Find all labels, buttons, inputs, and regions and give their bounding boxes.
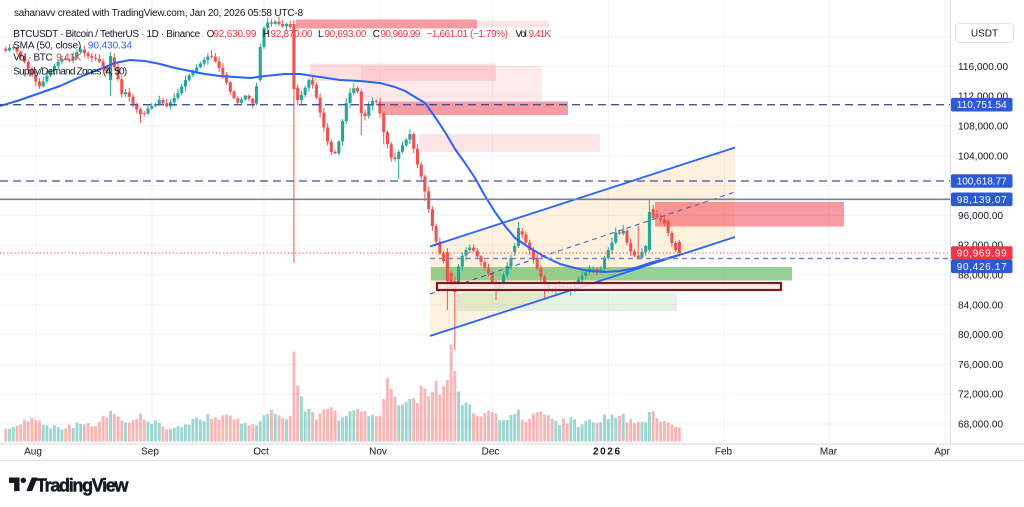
svg-text:USDT: USDT — [971, 29, 998, 40]
svg-text:108,000.00: 108,000.00 — [958, 122, 1008, 133]
svg-text:72,000.00: 72,000.00 — [958, 390, 1003, 401]
svg-text:9.41K: 9.41K — [529, 29, 552, 40]
svg-text:116,000.00: 116,000.00 — [958, 62, 1008, 73]
svg-text:Sep: Sep — [141, 447, 159, 458]
svg-text:C: C — [373, 29, 380, 40]
svg-text:Mar: Mar — [820, 447, 838, 458]
svg-text:−1,661.01 (−1.79%): −1,661.01 (−1.79%) — [427, 29, 509, 40]
svg-text:Nov: Nov — [369, 447, 387, 458]
svg-text:76,000.00: 76,000.00 — [958, 360, 1003, 371]
svg-text:104,000.00: 104,000.00 — [958, 151, 1008, 162]
svg-text:2026: 2026 — [593, 447, 620, 458]
svg-text:90,693.00: 90,693.00 — [324, 29, 366, 40]
svg-text:L: L — [318, 29, 324, 40]
svg-text:O: O — [207, 29, 215, 40]
svg-text:88,000.00: 88,000.00 — [958, 271, 1003, 282]
svg-text:9.41K: 9.41K — [56, 53, 81, 64]
svg-text:Vol · BTC: Vol · BTC — [13, 53, 53, 64]
svg-text:SMA (50, close): SMA (50, close) — [13, 41, 81, 52]
svg-text:112,000.00: 112,000.00 — [958, 92, 1008, 103]
svg-text:98,139.07: 98,139.07 — [957, 195, 1007, 206]
svg-text:H: H — [263, 29, 270, 40]
svg-text:TradingView: TradingView — [36, 475, 129, 495]
svg-text:68,000.00: 68,000.00 — [958, 420, 1003, 431]
svg-text:BTCUSDT · Bitcoin / TetherUS ·: BTCUSDT · Bitcoin / TetherUS · 1D · Bina… — [13, 29, 200, 40]
svg-text:90,969.99: 90,969.99 — [957, 249, 1007, 260]
svg-text:Feb: Feb — [715, 447, 733, 458]
svg-text:sahanavv created with TradingV: sahanavv created with TradingView.com, J… — [14, 8, 303, 19]
svg-text:Supply/Demand Zones (4, 50): Supply/Demand Zones (4, 50) — [13, 66, 127, 77]
svg-text:96,000.00: 96,000.00 — [958, 211, 1003, 222]
svg-text:100,618.77: 100,618.77 — [957, 177, 1007, 188]
svg-text:Apr: Apr — [934, 447, 950, 458]
svg-text:92,870.00: 92,870.00 — [271, 29, 313, 40]
svg-text:110,751.54: 110,751.54 — [957, 100, 1007, 111]
svg-text:Aug: Aug — [24, 447, 42, 458]
svg-text:Vol: Vol — [515, 29, 527, 40]
svg-text:90,426.17: 90,426.17 — [957, 262, 1007, 273]
svg-text:90,430.34: 90,430.34 — [88, 41, 132, 52]
svg-text:Oct: Oct — [253, 447, 269, 458]
svg-text:Dec: Dec — [482, 447, 500, 458]
svg-text:92,630.99: 92,630.99 — [213, 29, 256, 40]
svg-text:84,000.00: 84,000.00 — [958, 300, 1003, 311]
svg-text:80,000.00: 80,000.00 — [958, 330, 1003, 341]
svg-text:90,969.99: 90,969.99 — [380, 29, 420, 40]
